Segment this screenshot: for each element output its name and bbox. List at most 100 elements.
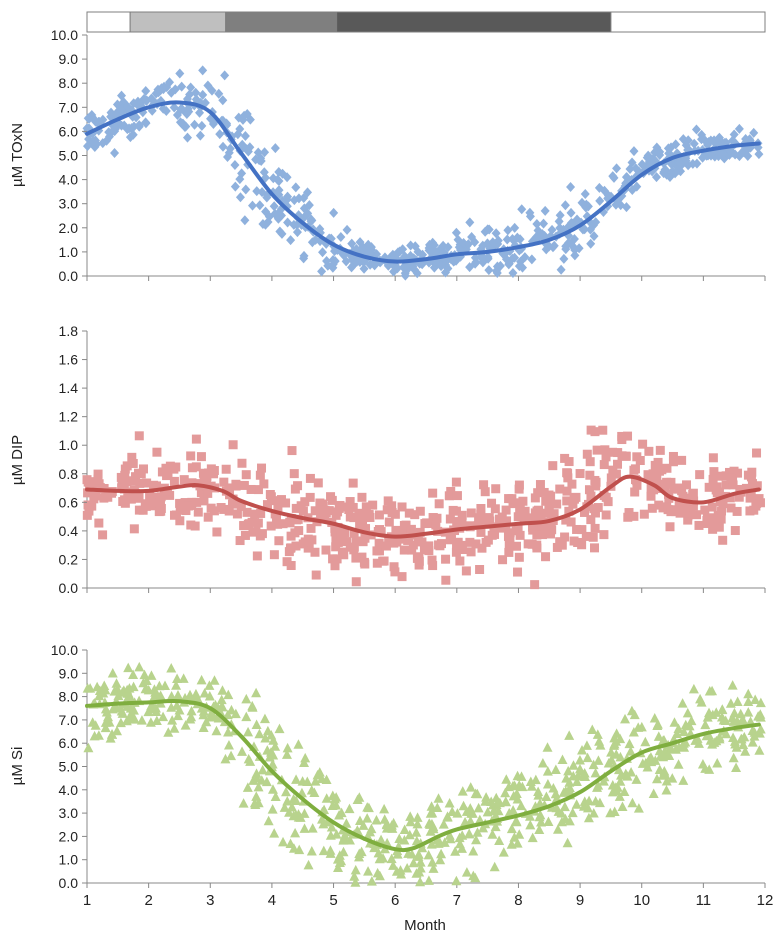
si-point bbox=[257, 764, 268, 775]
si-point bbox=[625, 746, 636, 756]
dip-point bbox=[342, 537, 352, 547]
si-point bbox=[750, 694, 761, 704]
dip-point bbox=[412, 553, 422, 563]
dip-point bbox=[471, 539, 481, 549]
dip-point bbox=[608, 465, 618, 475]
dip-point bbox=[530, 493, 540, 503]
toxn-point bbox=[749, 127, 759, 138]
si-point bbox=[562, 837, 573, 848]
dip-point bbox=[424, 546, 434, 556]
dip-point bbox=[708, 453, 718, 463]
si-point bbox=[577, 745, 588, 755]
si-point bbox=[310, 776, 321, 786]
si-point bbox=[489, 861, 500, 872]
si-point bbox=[128, 669, 139, 680]
toxn-point bbox=[255, 200, 265, 211]
si-point bbox=[376, 834, 387, 845]
si-point bbox=[727, 680, 738, 690]
si-point bbox=[423, 875, 434, 885]
dip-point bbox=[253, 518, 263, 528]
toxn-point bbox=[110, 147, 120, 158]
dip-point bbox=[457, 518, 467, 528]
si-point bbox=[321, 793, 332, 803]
toxn-point bbox=[483, 252, 493, 263]
month-x-ticks: 1 2 3 4 5 6 7 8 9 10 11 12 bbox=[83, 892, 774, 909]
toxn-point bbox=[637, 159, 647, 170]
si-point bbox=[136, 715, 147, 725]
dip-point bbox=[700, 505, 710, 515]
toxn-point bbox=[525, 207, 535, 218]
dip-point bbox=[624, 508, 634, 518]
si-point bbox=[587, 724, 598, 734]
toxn-point bbox=[689, 138, 699, 149]
si-point bbox=[534, 824, 545, 834]
dip-point bbox=[175, 505, 185, 515]
dip-point bbox=[668, 457, 678, 467]
dip-point bbox=[441, 554, 451, 564]
dip-point bbox=[203, 512, 213, 522]
si-point bbox=[578, 801, 589, 811]
dip-point bbox=[532, 543, 542, 553]
si-point bbox=[282, 795, 293, 806]
toxn-point bbox=[430, 246, 440, 257]
dip-point bbox=[270, 509, 280, 519]
dip-point bbox=[465, 537, 475, 547]
dip-point bbox=[300, 537, 310, 547]
dip-point bbox=[138, 464, 148, 474]
si-point bbox=[404, 829, 415, 840]
dip-point bbox=[494, 514, 504, 524]
dip-point bbox=[444, 491, 454, 501]
toxn-point bbox=[218, 141, 228, 152]
si-point bbox=[614, 791, 625, 801]
si-point bbox=[740, 746, 751, 756]
toxn-point bbox=[540, 205, 550, 216]
dip-point bbox=[599, 460, 609, 470]
si-point bbox=[107, 728, 118, 739]
dip-point bbox=[541, 552, 551, 562]
dip-point bbox=[480, 487, 490, 497]
si-point bbox=[605, 807, 616, 818]
si-point bbox=[374, 870, 385, 881]
toxn-point bbox=[215, 129, 225, 140]
dip-point bbox=[582, 449, 592, 459]
toxn-point bbox=[570, 250, 580, 261]
dip-point bbox=[284, 547, 294, 557]
dip-point bbox=[653, 457, 663, 467]
dip-point bbox=[83, 488, 93, 498]
toxn-point bbox=[299, 203, 309, 214]
si-point bbox=[527, 832, 538, 843]
si-point bbox=[506, 823, 517, 834]
si-point bbox=[536, 816, 547, 827]
dip-point bbox=[187, 478, 197, 488]
dip-point bbox=[537, 530, 547, 540]
dip-point bbox=[504, 547, 514, 557]
dip-point bbox=[303, 543, 313, 553]
dip-point bbox=[397, 502, 407, 512]
dip-point bbox=[320, 512, 330, 522]
si-point bbox=[180, 720, 191, 730]
si-point bbox=[238, 798, 249, 808]
dip-point bbox=[122, 461, 132, 471]
dip-point bbox=[349, 545, 359, 555]
dip-point bbox=[448, 505, 458, 515]
toxn-point bbox=[503, 225, 513, 236]
si-point bbox=[478, 822, 489, 833]
si-point bbox=[749, 731, 760, 741]
dip-point bbox=[569, 494, 579, 504]
dip-point bbox=[743, 470, 753, 480]
si-point bbox=[123, 662, 134, 673]
dip-point bbox=[524, 513, 534, 523]
dip-point bbox=[171, 462, 181, 472]
dip-point bbox=[563, 468, 573, 478]
toxn-point bbox=[306, 214, 316, 225]
dip-y-tick-label: 0.6 bbox=[59, 494, 79, 510]
dip-point bbox=[331, 542, 341, 552]
si-point bbox=[406, 848, 417, 859]
si-point bbox=[405, 816, 416, 827]
toxn-point bbox=[191, 87, 201, 98]
si-point bbox=[104, 717, 115, 727]
dip-point bbox=[138, 505, 148, 515]
si-point bbox=[732, 696, 743, 707]
toxn-point bbox=[566, 207, 576, 218]
